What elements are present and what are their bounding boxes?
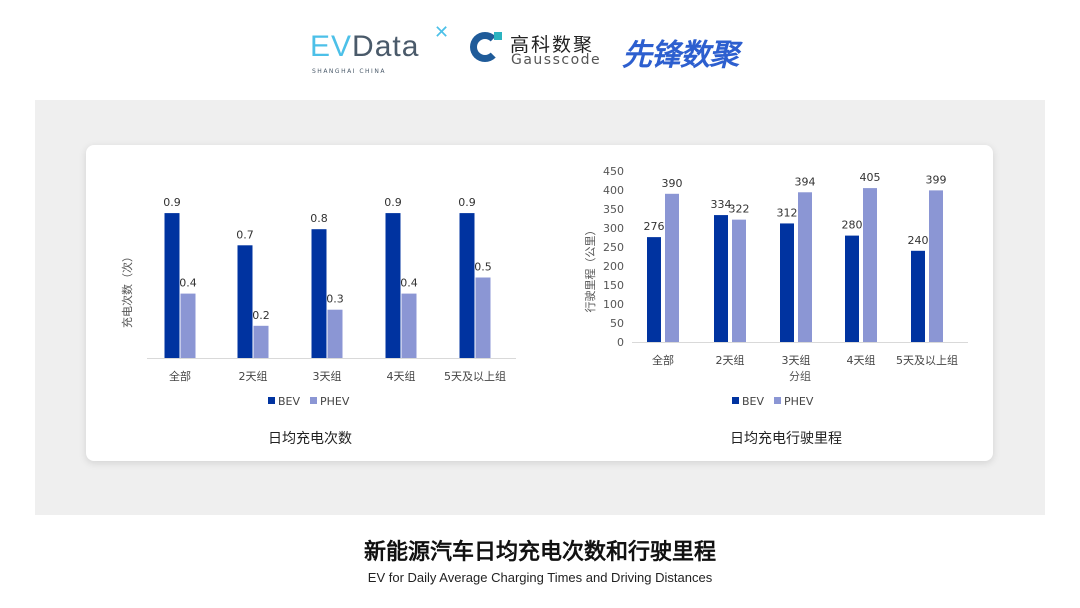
- legend-label-bev: BEV: [278, 395, 300, 408]
- evdata-logo-ev: EV: [310, 30, 353, 63]
- bar-bev: [385, 213, 401, 358]
- legend-swatch-phev: [310, 397, 317, 404]
- bar-phev: [180, 293, 196, 358]
- y-tick-label: 50: [610, 317, 624, 330]
- y-tick-label: 100: [603, 298, 624, 311]
- data-label-bev: 240: [908, 234, 929, 247]
- data-label-phev: 322: [729, 203, 750, 216]
- data-label-phev: 0.5: [474, 261, 492, 274]
- y-axis-label: 行驶里程（公里）: [583, 225, 597, 313]
- legend-label-bev: BEV: [742, 395, 764, 408]
- xianfeng-logo: 先锋数聚: [622, 38, 739, 73]
- x-tick-label: 3天组: [313, 369, 342, 383]
- data-label-phev: 0.3: [326, 293, 344, 306]
- gausscode-logo-icon: [470, 32, 500, 62]
- figure-title: 新能源汽车日均充电次数和行驶里程: [363, 540, 716, 565]
- bar-bev: [845, 235, 859, 342]
- bar-bev: [911, 250, 925, 342]
- y-tick-label: 0: [617, 336, 624, 349]
- x-tick-label: 3天组: [782, 353, 811, 367]
- bar-phev: [863, 188, 877, 342]
- figure-subtitle: EV for Daily Average Charging Times and …: [367, 570, 713, 585]
- x-tick-label: 5天及以上组: [444, 369, 506, 383]
- data-label-phev: 0.4: [179, 277, 197, 290]
- evdata-logo-data: Data: [352, 30, 420, 63]
- x-mark-icon: ✕: [434, 22, 451, 42]
- y-tick-label: 300: [603, 222, 624, 235]
- data-label-bev: 312: [777, 206, 798, 219]
- x-tick-label: 全部: [169, 369, 191, 383]
- x-tick-label: 5天及以上组: [896, 353, 958, 367]
- data-label-phev: 405: [860, 171, 881, 184]
- bar-bev: [780, 223, 794, 342]
- evdata-logo-sub: SHANGHAI CHINA: [312, 68, 386, 75]
- y-tick-label: 200: [603, 260, 624, 273]
- bar-bev: [237, 245, 253, 358]
- x-tick-label: 2天组: [239, 369, 268, 383]
- evdata-logo: EVData ✕: [310, 22, 449, 64]
- x-tick-label: 全部: [652, 353, 674, 367]
- bar-phev: [475, 277, 491, 358]
- y-tick-label: 350: [603, 203, 624, 216]
- bar-phev: [401, 293, 417, 358]
- data-label-bev: 0.8: [310, 212, 328, 225]
- x-tick-label: 2天组: [716, 353, 745, 367]
- chart-card: [86, 145, 993, 461]
- data-label-bev: 276: [644, 220, 665, 233]
- bar-phev: [732, 219, 746, 342]
- chart-caption: 日均充电行驶里程: [730, 431, 842, 447]
- data-label-bev: 0.9: [163, 196, 181, 209]
- y-tick-label: 250: [603, 241, 624, 254]
- bar-phev: [929, 190, 943, 342]
- legend-swatch-bev: [732, 397, 739, 404]
- data-label-phev: 399: [926, 173, 947, 186]
- legend-swatch-bev: [268, 397, 275, 404]
- y-axis-label: 充电次数（次）: [120, 251, 134, 328]
- bar-bev: [164, 213, 180, 358]
- bar-phev: [253, 325, 269, 358]
- bar-bev: [459, 213, 475, 358]
- bar-bev: [311, 229, 327, 358]
- x-tick-label: 4天组: [387, 369, 416, 383]
- legend-swatch-phev: [774, 397, 781, 404]
- logo-bar: EVData ✕ SHANGHAI CHINA 高科数聚 Gausscode 先锋…: [0, 22, 1080, 82]
- y-tick-label: 450: [603, 165, 624, 178]
- data-label-bev: 280: [842, 219, 863, 232]
- data-label-phev: 394: [795, 175, 816, 188]
- bar-bev: [714, 215, 728, 342]
- gausscode-logo-cn: 高科数聚: [510, 34, 595, 56]
- data-label-phev: 0.2: [252, 309, 270, 322]
- x-axis-label: 分组: [789, 369, 811, 383]
- y-tick-label: 150: [603, 279, 624, 292]
- y-tick-label: 400: [603, 184, 624, 197]
- bar-phev: [665, 193, 679, 342]
- data-label-bev: 0.9: [384, 196, 402, 209]
- data-label-phev: 0.4: [400, 277, 418, 290]
- bar-phev: [798, 192, 812, 342]
- data-label-phev: 390: [662, 177, 683, 190]
- gausscode-logo-square-icon: [494, 32, 502, 40]
- gausscode-logo-en: Gausscode: [511, 52, 602, 68]
- bar-phev: [327, 309, 343, 358]
- x-tick-label: 4天组: [847, 353, 876, 367]
- data-label-bev: 334: [711, 198, 732, 211]
- data-label-bev: 0.7: [236, 228, 254, 241]
- legend-label-phev: PHEV: [784, 395, 814, 408]
- bar-bev: [647, 237, 661, 342]
- chart-caption: 日均充电次数: [268, 431, 352, 447]
- data-label-bev: 0.9: [458, 196, 476, 209]
- legend-label-phev: PHEV: [320, 395, 350, 408]
